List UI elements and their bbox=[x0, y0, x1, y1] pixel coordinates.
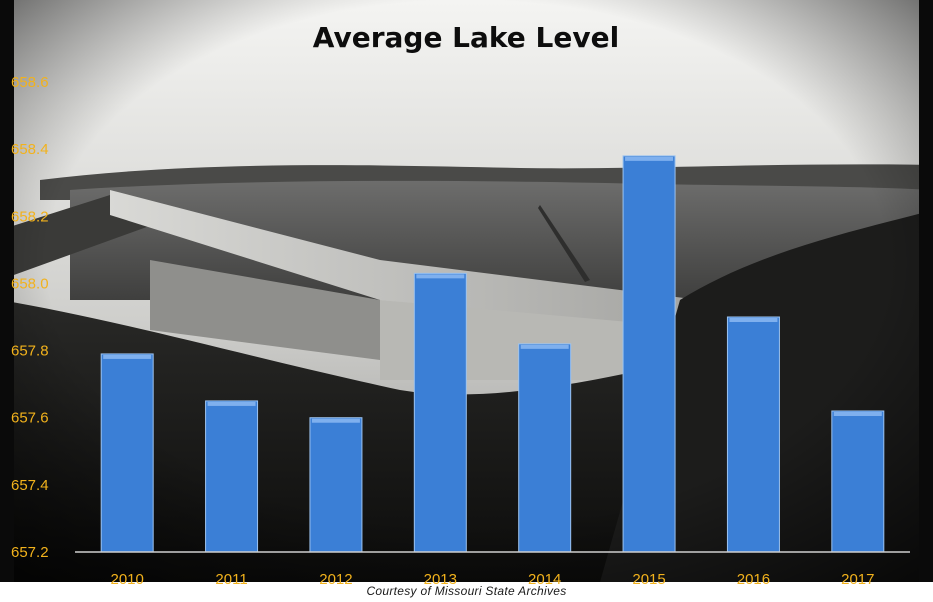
bar-2010 bbox=[100, 353, 154, 553]
x-tick-label: 2010 bbox=[111, 571, 144, 588]
bar-highlight bbox=[207, 401, 256, 406]
bar-2012 bbox=[309, 417, 363, 553]
y-tick-label: 657.2 bbox=[11, 544, 49, 561]
bar-2017 bbox=[831, 410, 885, 553]
bars-group bbox=[100, 155, 885, 553]
y-tick-label: 657.8 bbox=[11, 343, 49, 360]
x-tick-label: 2012 bbox=[319, 571, 352, 588]
y-tick-label: 658.6 bbox=[11, 74, 49, 91]
bar-2011 bbox=[205, 400, 259, 553]
x-axis-ticks: 2010 2011 2012 2013 2014 2015 2016 2017 bbox=[111, 571, 875, 588]
bar-highlight bbox=[416, 274, 465, 279]
bar-2016 bbox=[726, 316, 780, 553]
y-tick-label: 657.4 bbox=[11, 477, 49, 494]
bar-highlight bbox=[103, 354, 152, 359]
x-tick-label: 2015 bbox=[632, 571, 665, 588]
y-axis-ticks: 657.2 657.4 657.6 657.8 658.0 658.2 658.4 658.6 bbox=[11, 74, 49, 561]
y-tick-label: 658.2 bbox=[11, 208, 49, 225]
x-tick-label: 2017 bbox=[841, 571, 874, 588]
bar-2015 bbox=[622, 155, 676, 553]
x-tick-label: 2013 bbox=[424, 571, 457, 588]
bar-2013 bbox=[413, 272, 467, 553]
chart-frame: Average Lake Level 657.2 657.4 657.6 657.8 6… bbox=[0, 0, 933, 588]
x-tick-label: 2011 bbox=[215, 571, 247, 588]
x-tick-label: 2014 bbox=[528, 571, 561, 588]
bar-highlight bbox=[729, 318, 778, 322]
chart-title: Average Lake Level bbox=[313, 21, 619, 54]
y-tick-label: 658.4 bbox=[11, 141, 49, 158]
bar-highlight bbox=[625, 156, 674, 161]
bar-2014 bbox=[518, 343, 572, 553]
x-tick-label: 2016 bbox=[737, 571, 770, 588]
bar-highlight bbox=[833, 412, 882, 416]
y-tick-label: 657.6 bbox=[11, 410, 49, 427]
bar-highlight bbox=[520, 344, 569, 349]
y-tick-label: 658.0 bbox=[11, 275, 49, 292]
photo-credit: Courtesy of Missouri State Archives bbox=[366, 584, 567, 598]
bar-highlight bbox=[311, 418, 360, 423]
